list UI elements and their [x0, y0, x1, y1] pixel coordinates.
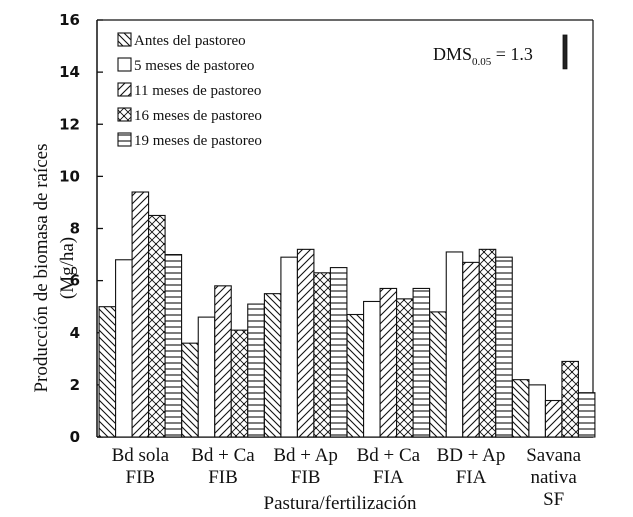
bar-5-series-1 — [429, 311, 447, 438]
bar-5-series-2 — [445, 251, 464, 438]
bar-1-series-3 — [131, 191, 150, 438]
y-tick-label: 14 — [59, 63, 80, 81]
bar-1-series-1 — [98, 306, 117, 438]
bar-5-series-4 — [478, 248, 497, 438]
x-tick-label: Bd + Ca — [357, 445, 421, 466]
bar-6-series-5 — [577, 392, 596, 438]
y-tick-label: 16 — [59, 11, 80, 29]
bars — [98, 191, 596, 438]
bar-3-series-5 — [329, 267, 348, 438]
legend-swatch — [117, 32, 132, 47]
y-ticks: 0 2 4 6 8 10 12 14 16 — [59, 11, 103, 446]
x-tick-label: FIB — [126, 467, 156, 488]
y-tick-label: 2 — [70, 376, 80, 394]
bar-6-series-1 — [511, 379, 530, 438]
x-tick-label: FIA — [373, 467, 404, 488]
legend-swatch — [117, 57, 132, 72]
bar-2-series-2 — [197, 316, 216, 438]
bar-6-series-3 — [544, 399, 563, 438]
dms-bar — [562, 34, 568, 70]
x-tick-label: Bd + Ca — [191, 445, 255, 466]
legend-label: 5 meses de pastoreo — [134, 58, 254, 74]
y-axis-unit: (Mg/ha) — [57, 237, 78, 299]
legend-swatch — [117, 82, 132, 97]
dms-annotation: DMS0.05 = 1.3 — [433, 34, 568, 70]
x-tick-label: FIB — [291, 467, 321, 488]
y-tick-label: 10 — [59, 167, 80, 185]
bar-6-series-2 — [528, 384, 546, 438]
x-tick-label: SF — [543, 489, 564, 510]
bar-6-series-4 — [561, 360, 579, 438]
bar-1-series-4 — [148, 214, 166, 438]
bar-1-series-2 — [115, 259, 133, 438]
legend-label: 11 meses de pastoreo — [134, 83, 261, 99]
x-axis-title: Pastura/fertilización — [264, 493, 417, 514]
bar-4-series-1 — [346, 313, 365, 438]
y-tick-label: 12 — [59, 115, 80, 133]
y-tick-label: 4 — [70, 324, 80, 342]
bar-4-series-2 — [363, 300, 381, 438]
bar-3-series-1 — [263, 293, 282, 438]
x-tick-label: Savana — [526, 445, 581, 466]
x-tick-label: nativa — [530, 467, 577, 488]
x-tick-label: Bd sola — [112, 445, 170, 466]
x-tick-label: FIA — [456, 467, 487, 488]
dms-value: = 1.3 — [491, 44, 533, 64]
bar-4-series-3 — [379, 287, 398, 438]
y-tick-label: 8 — [70, 220, 80, 238]
legend-label: Antes del pastoreo — [134, 33, 246, 49]
bar-5-series-5 — [495, 256, 513, 438]
bar-3-series-2 — [280, 256, 298, 438]
bar-2-series-4 — [230, 329, 249, 438]
legend-swatch — [117, 132, 132, 147]
bar-3-series-4 — [313, 272, 331, 438]
dms-subscript: 0.05 — [472, 56, 492, 68]
bar-2-series-5 — [247, 303, 265, 438]
legend-label: 19 meses de pastoreo — [134, 133, 262, 149]
bar-2-series-3 — [214, 285, 232, 438]
x-tick-label: FIB — [208, 467, 238, 488]
bar-1-series-5 — [164, 254, 183, 438]
legend-swatch — [117, 107, 132, 122]
y-axis-title: Producción de biomasa de raíces — [31, 143, 52, 392]
dms-label: DMS — [433, 44, 472, 64]
bar-3-series-3 — [296, 248, 315, 438]
y-tick-label: 6 — [70, 272, 80, 290]
bar-4-series-5 — [412, 287, 431, 438]
y-tick-label: 0 — [70, 428, 80, 446]
bar-4-series-4 — [396, 298, 414, 438]
svg-text:DMS0.05 = 1.3: DMS0.05 = 1.3 — [433, 44, 533, 68]
legend-label: 16 meses de pastoreo — [134, 108, 262, 124]
x-tick-label: Bd + Ap — [273, 445, 338, 466]
legend: Antes del pastoreo 5 meses de pastoreo 11 … — [117, 32, 262, 149]
bar-2-series-1 — [181, 342, 199, 438]
bar-5-series-3 — [462, 261, 480, 438]
x-tick-label: BD + Ap — [437, 445, 506, 466]
